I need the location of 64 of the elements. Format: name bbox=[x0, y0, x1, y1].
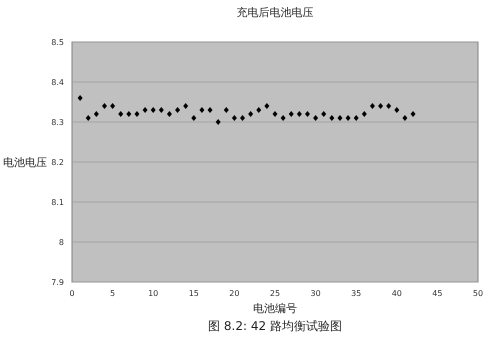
point bbox=[183, 103, 188, 109]
point bbox=[232, 115, 237, 121]
x-tick-label: 35 bbox=[351, 289, 362, 298]
x-tick-label: 10 bbox=[148, 289, 158, 298]
point bbox=[134, 111, 140, 117]
point bbox=[142, 107, 148, 113]
point bbox=[288, 111, 294, 117]
point bbox=[166, 111, 172, 117]
y-tick-label: 7.9 bbox=[51, 278, 64, 287]
y-tick-label: 8.4 bbox=[51, 78, 64, 87]
point bbox=[191, 115, 196, 121]
x-tick-label: 25 bbox=[270, 289, 280, 298]
x-tick-label: 40 bbox=[392, 289, 402, 298]
point bbox=[102, 103, 107, 109]
point bbox=[280, 115, 286, 121]
point bbox=[386, 103, 392, 109]
point bbox=[199, 107, 204, 113]
point bbox=[240, 115, 246, 121]
x-tick-label: 5 bbox=[110, 289, 116, 298]
point bbox=[304, 111, 310, 117]
point bbox=[264, 103, 270, 109]
chart-title: 充电后电池电压 bbox=[236, 6, 314, 19]
y-tick-label: 8.1 bbox=[51, 198, 64, 207]
point bbox=[272, 111, 278, 117]
point bbox=[329, 115, 334, 121]
point bbox=[126, 111, 132, 117]
x-tick-label: 30 bbox=[310, 289, 321, 298]
point bbox=[78, 95, 83, 101]
y-tick-label: 8.3 bbox=[51, 118, 64, 127]
point bbox=[175, 107, 180, 113]
y-tick-label: 8 bbox=[58, 238, 64, 247]
point bbox=[402, 115, 408, 121]
point bbox=[337, 115, 342, 121]
point bbox=[158, 107, 164, 113]
point bbox=[321, 111, 326, 117]
y-tick-label: 8.2 bbox=[51, 158, 64, 167]
point bbox=[296, 111, 302, 117]
point bbox=[378, 103, 384, 109]
x-tick-label: 0 bbox=[69, 289, 75, 298]
point bbox=[370, 103, 375, 109]
point bbox=[224, 107, 229, 113]
point bbox=[86, 115, 91, 121]
y-tick-label: 8.5 bbox=[51, 38, 64, 47]
x-axis-title: 电池编号 bbox=[253, 302, 297, 315]
point bbox=[150, 107, 156, 113]
point bbox=[94, 111, 99, 117]
point bbox=[394, 107, 400, 113]
point bbox=[362, 111, 367, 117]
point bbox=[346, 115, 351, 121]
point bbox=[248, 111, 254, 117]
point bbox=[216, 119, 221, 125]
caption: 图 8.2: 42 路均衡试验图 bbox=[208, 319, 342, 333]
point bbox=[110, 103, 116, 109]
point bbox=[313, 115, 318, 121]
x-tick-label: 20 bbox=[229, 289, 240, 298]
y-axis-title: 电池电压 bbox=[3, 156, 47, 169]
point bbox=[208, 107, 213, 113]
point bbox=[118, 111, 124, 117]
x-tick-label: 45 bbox=[432, 289, 442, 298]
x-tick-label: 15 bbox=[188, 289, 199, 298]
point bbox=[256, 107, 262, 113]
point bbox=[354, 115, 359, 121]
x-tick-label: 50 bbox=[472, 289, 484, 298]
point bbox=[410, 111, 416, 117]
